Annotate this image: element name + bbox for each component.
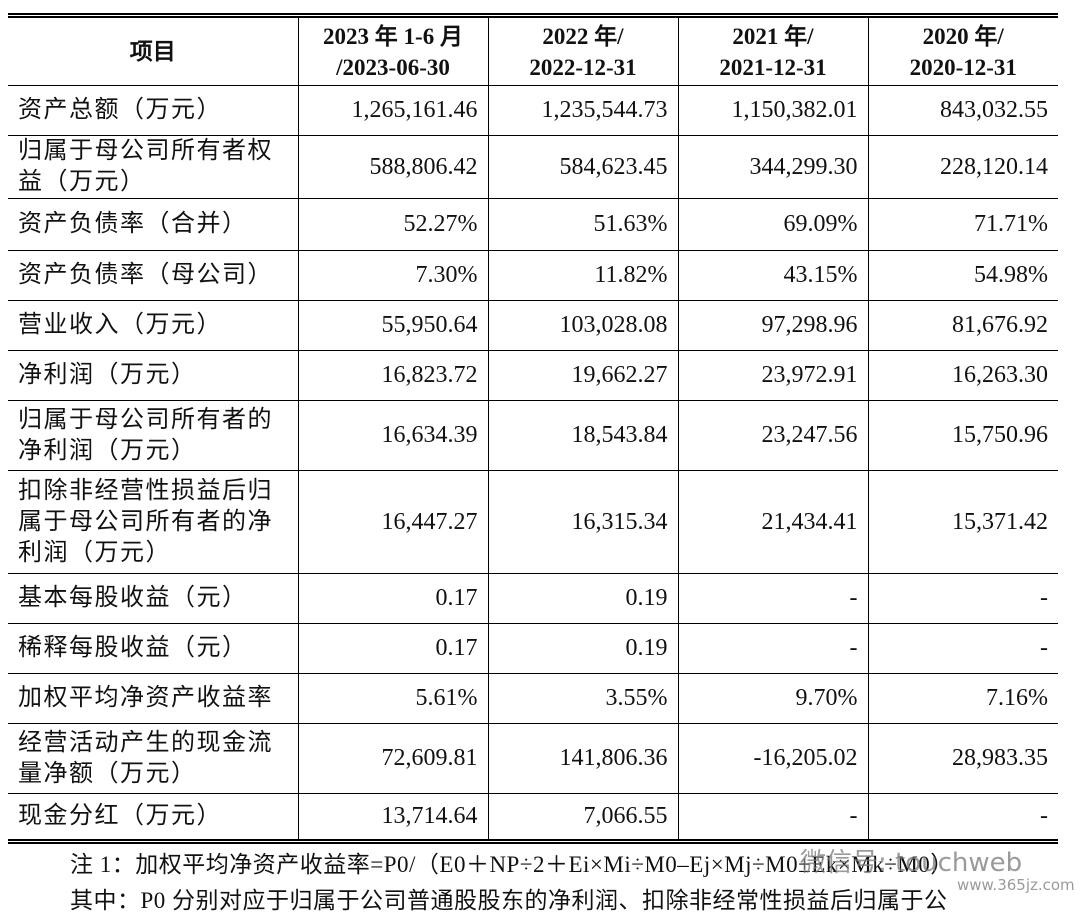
row-label: 净利润（万元） [8, 350, 299, 401]
value-cell: 3.55% [487, 673, 679, 724]
financial-table: 项目 2023 年 1-6 月 /2023-06-30 2022 年/ 2022-1… [8, 13, 1058, 844]
value-cell: 1,265,161.46 [297, 85, 489, 136]
value-cell: 15,371.42 [867, 470, 1058, 574]
note-line: 其中：P0 分别对应于归属于公司普通股股东的净利润、扣除非经常性损益后归属于公 [70, 888, 948, 913]
header-cell: 2023 年 1-6 月 /2023-06-30 [297, 15, 489, 86]
value-cell: 15,750.96 [867, 400, 1058, 471]
row-label: 归属于母公司所有者权益（万元） [8, 135, 299, 199]
value-cell: 0.17 [297, 623, 489, 674]
value-cell: 5.61% [297, 673, 489, 724]
row-label: 营业收入（万元） [8, 300, 299, 351]
row-label: 资产总额（万元） [8, 85, 299, 136]
table-row: 资产负债率（合并） 52.27% 51.63% 69.09% 71.71% [8, 198, 1058, 251]
value-cell: 71.71% [867, 198, 1058, 251]
value-cell: 81,676.92 [867, 300, 1058, 351]
value-cell: 103,028.08 [487, 300, 679, 351]
value-cell: 28,983.35 [867, 723, 1058, 794]
value-cell: 13,714.64 [297, 793, 489, 842]
table-row: 基本每股收益（元） 0.17 0.19- - [8, 573, 1058, 624]
value-cell: 11.82% [487, 250, 679, 301]
note-line: 注 1：加权平均净资产收益率=P0/（E0＋NP÷2＋Ei×Mi÷M0–Ej×M… [70, 852, 954, 877]
row-label: 归属于母公司所有者的净利润（万元） [8, 400, 299, 471]
value-cell: 16,634.39 [297, 400, 489, 471]
value-cell: 52.27% [297, 198, 489, 251]
value-cell: 588,806.42 [297, 135, 489, 199]
table-row: 净利润（万元） 16,823.72 19,662.27 23,972.91 16,263… [8, 350, 1058, 401]
header-row: 项目 2023 年 1-6 月 /2023-06-30 2022 年/ 2022-1… [8, 15, 1058, 86]
header-cell: 2020 年/ 2020-12-31 [867, 15, 1058, 86]
value-cell: 1,235,544.73 [487, 85, 679, 136]
value-cell: 55,950.64 [297, 300, 489, 351]
table-body: 资产总额（万元） 1,265,161.46 1,235,544.73 1,150,38… [8, 85, 1058, 842]
table-row: 扣除非经营性损益后归属于母公司所有者的净利润（万元） 16,447.27 16,31… [8, 470, 1058, 574]
row-label: 经营活动产生的现金流量净额（万元） [8, 723, 299, 794]
header-cell: 项目 [8, 15, 299, 86]
row-label: 基本每股收益（元） [8, 573, 299, 624]
row-label: 稀释每股收益（元） [8, 623, 299, 674]
header-cell: 2021 年/ 2021-12-31 [677, 15, 869, 86]
value-cell: 0.17 [297, 573, 489, 624]
row-label: 资产负债率（合并） [8, 198, 299, 251]
value-cell: 16,315.34 [487, 470, 679, 574]
table-row: 归属于母公司所有者的净利润（万元） 16,634.39 18,543.84 23,24… [8, 400, 1058, 471]
value-cell: 7.30% [297, 250, 489, 301]
table-row: 稀释每股收益（元） 0.17 0.19- - [8, 623, 1058, 674]
value-cell: 16,263.30 [867, 350, 1058, 401]
table-row: 营业收入（万元） 55,950.64 103,028.08 97,298.96 81,6… [8, 300, 1058, 351]
value-cell: - [867, 623, 1058, 674]
value-cell: 54.98% [867, 250, 1058, 301]
row-label: 资产负债率（母公司） [8, 250, 299, 301]
watermark: 微信号: touchweb [800, 848, 1023, 878]
value-cell: 0.19 [487, 623, 679, 674]
table-row: 归属于母公司所有者权益（万元） 588,806.42 584,623.45 344,2… [8, 135, 1058, 199]
value-cell: 344,299.30 [677, 135, 869, 199]
value-cell: 19,662.27 [487, 350, 679, 401]
table-row: 加权平均净资产收益率 5.61% 3.55% 9.70% 7.16% [8, 673, 1058, 724]
value-cell: - [677, 623, 869, 674]
value-cell: 141,806.36 [487, 723, 679, 794]
value-cell: 18,543.84 [487, 400, 679, 471]
watermark: www.365jz.com [955, 876, 1077, 894]
value-cell: 228,120.14 [867, 135, 1058, 199]
value-cell: 23,972.91 [677, 350, 869, 401]
table-row: 资产负债率（母公司） 7.30% 11.82% 43.15% 54.98% [8, 250, 1058, 301]
value-cell: 43.15% [677, 250, 869, 301]
value-cell: - [677, 573, 869, 624]
table-row: 资产总额（万元） 1,265,161.46 1,235,544.73 1,150,38… [8, 85, 1058, 136]
value-cell: 16,823.72 [297, 350, 489, 401]
row-label: 加权平均净资产收益率 [8, 673, 299, 724]
table-row: 经营活动产生的现金流量净额（万元） 72,609.81 141,806.36 -16,… [8, 723, 1058, 794]
value-cell: 1,150,382.01 [677, 85, 869, 136]
value-cell: 21,434.41 [677, 470, 869, 574]
value-cell: 23,247.56 [677, 400, 869, 471]
value-cell: - [867, 573, 1058, 624]
value-cell: 843,032.55 [867, 85, 1058, 136]
value-cell: 0.19 [487, 573, 679, 624]
value-cell: 69.09% [677, 198, 869, 251]
value-cell: 16,447.27 [297, 470, 489, 574]
table-row: 现金分红（万元） 13,714.64 7,066.55- - [8, 793, 1058, 842]
value-cell: 72,609.81 [297, 723, 489, 794]
table-container: 项目 2023 年 1-6 月 /2023-06-30 2022 年/ 2022-1… [8, 13, 1058, 844]
value-cell: - [677, 793, 869, 842]
row-label: 现金分红（万元） [8, 793, 299, 842]
row-label: 扣除非经营性损益后归属于母公司所有者的净利润（万元） [8, 470, 299, 574]
value-cell: 7.16% [867, 673, 1058, 724]
value-cell: -16,205.02 [677, 723, 869, 794]
value-cell: 9.70% [677, 673, 869, 724]
value-cell: 7,066.55 [487, 793, 679, 842]
value-cell: - [867, 793, 1058, 842]
header-cell: 2022 年/ 2022-12-31 [487, 15, 679, 86]
value-cell: 97,298.96 [677, 300, 869, 351]
value-cell: 584,623.45 [487, 135, 679, 199]
value-cell: 51.63% [487, 198, 679, 251]
